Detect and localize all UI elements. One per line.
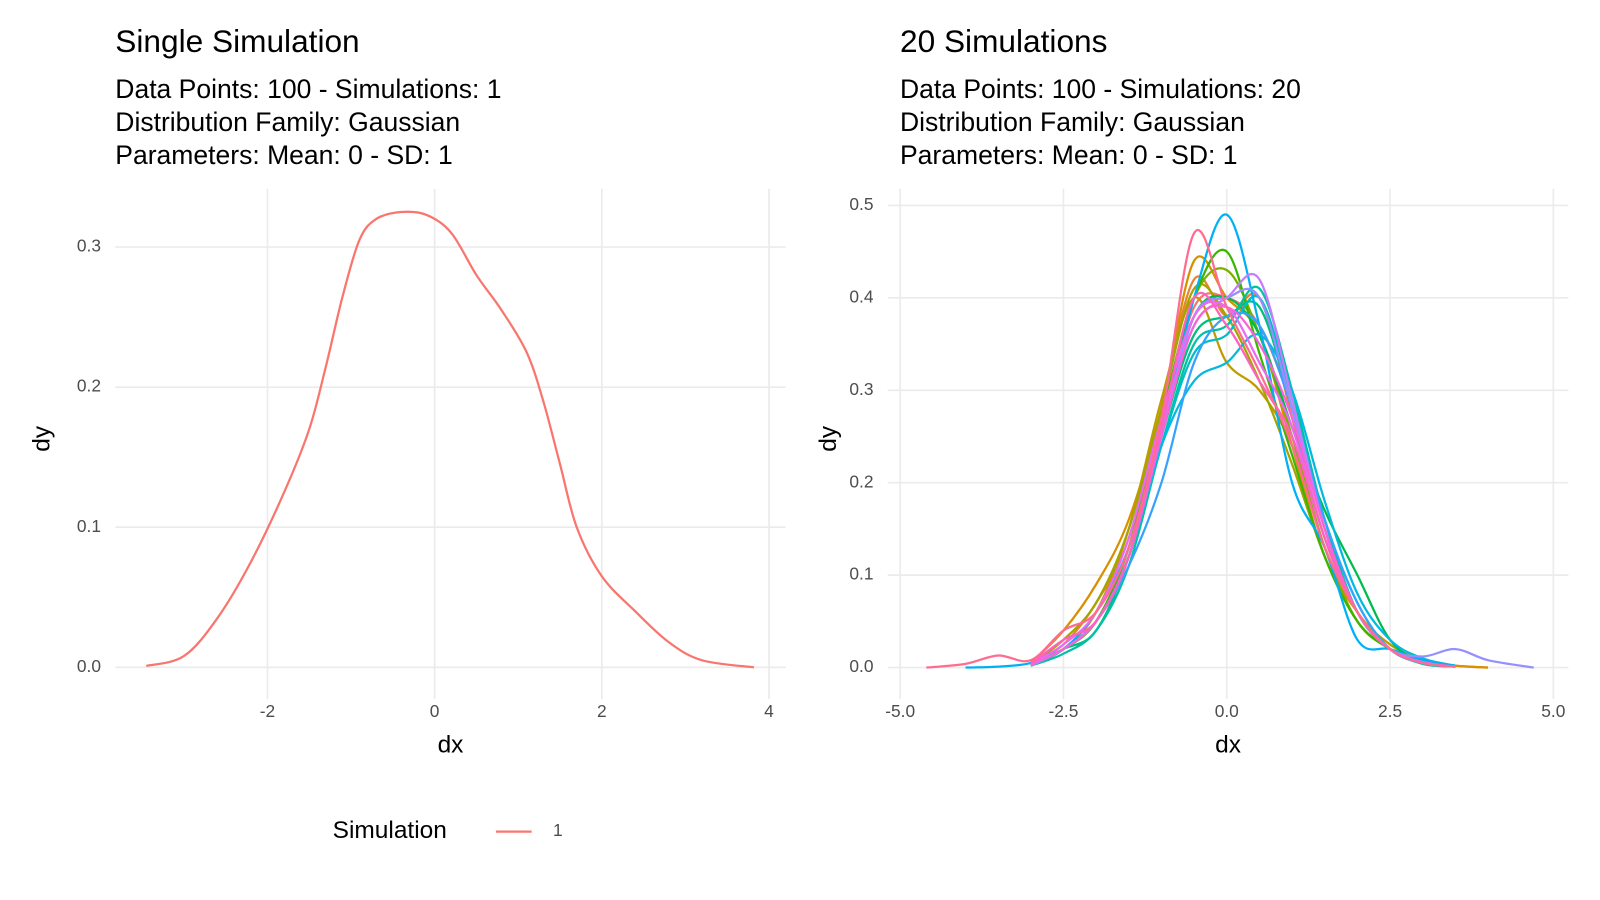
x-tick-label: 2 [597,701,607,721]
density-line [1030,292,1456,668]
density-line [926,229,1456,669]
y-tick-label: 0.0 [77,656,101,676]
chart-title: Single Simulation [115,23,359,59]
x-tick-label: -2 [260,701,275,721]
chart-subtitle: Distribution Family: Gaussian [900,107,1245,137]
x-tick-label: 4 [764,701,774,721]
y-tick-label: 0.3 [849,379,873,399]
x-tick-label: 0 [430,701,440,721]
x-tick-label: -2.5 [1049,701,1079,721]
x-axis-label: dx [1215,731,1241,758]
y-tick-label: 0.4 [849,286,873,306]
y-tick-label: 0.2 [77,376,101,396]
density-line [1030,300,1456,668]
y-axis-label: dy [28,425,55,452]
y-tick-label: 0.3 [77,236,101,256]
density-line [1030,248,1456,668]
density-line [145,210,755,669]
chart-title: 20 Simulations [900,23,1107,59]
legend-title: Simulation [333,817,447,844]
x-tick-label: 0.0 [1215,701,1239,721]
x-tick-label: -5.0 [885,701,915,721]
y-axis-label: dy [815,425,842,452]
x-tick-label: 2.5 [1378,701,1402,721]
density-line [965,213,1456,669]
density-line [1030,272,1456,668]
y-tick-label: 0.2 [849,471,873,491]
y-tick-label: 0.5 [849,194,873,214]
y-tick-label: 0.0 [849,656,873,676]
x-axis-label: dx [438,731,464,758]
chart-subtitle: Distribution Family: Gaussian [115,107,460,137]
chart-subtitle: Data Points: 100 - Simulations: 1 [115,74,501,104]
density-line [1030,300,1456,668]
legend-label: 1 [553,820,563,840]
chart-subtitle: Parameters: Mean: 0 - SD: 1 [115,140,452,170]
chart-subtitle: Data Points: 100 - Simulations: 20 [900,74,1301,104]
x-tick-label: 5.0 [1541,701,1565,721]
density-line [1030,291,1456,668]
y-tick-label: 0.1 [849,564,873,584]
y-tick-label: 0.1 [77,516,101,536]
chart-subtitle: Parameters: Mean: 0 - SD: 1 [900,140,1237,170]
